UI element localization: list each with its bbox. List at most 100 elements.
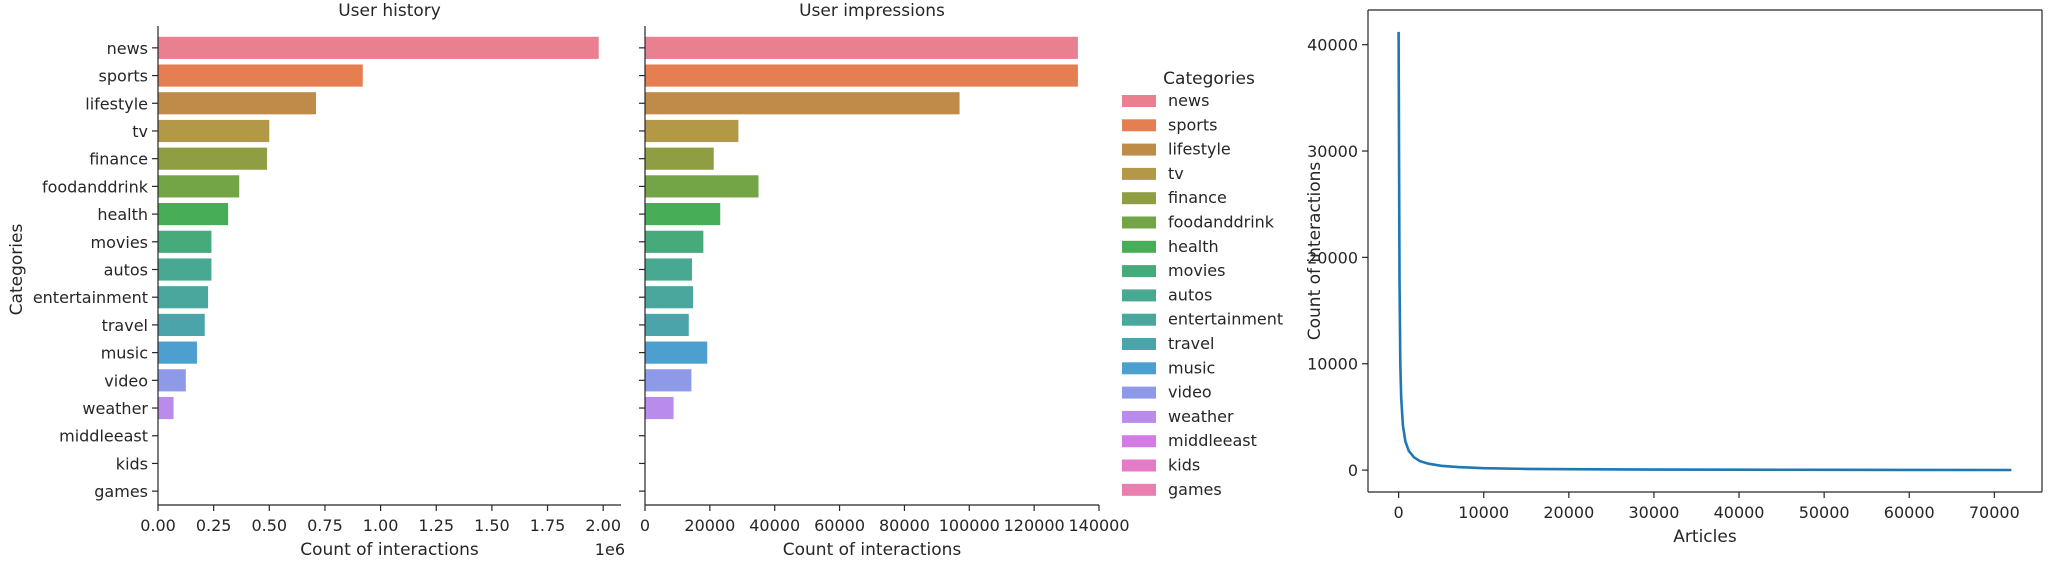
x-tick-label: 0 bbox=[640, 516, 650, 535]
x-tick-label: 2.00 bbox=[585, 516, 621, 535]
y-tick-label-video: video bbox=[104, 371, 148, 390]
x-tick-label: 0.25 bbox=[196, 516, 232, 535]
x-tick-label: 0 bbox=[1394, 503, 1404, 522]
bar-news bbox=[158, 36, 599, 59]
y-tick-label-entertainment: entertainment bbox=[33, 288, 148, 307]
bar-news bbox=[645, 36, 1078, 59]
legend-label-lifestyle: lifestyle bbox=[1168, 140, 1231, 159]
bar-entertainment bbox=[645, 286, 693, 309]
x-tick-label: 40000 bbox=[1714, 503, 1765, 522]
legend-label-autos: autos bbox=[1168, 285, 1212, 304]
user-history-panel: news sports lifestyle tv finance foodanddrink… bbox=[7, 1, 625, 560]
x-tick-label: 60000 bbox=[1884, 503, 1935, 522]
categories-legend: Categories news sports lifestyle tv finance fo… bbox=[1122, 69, 1283, 499]
legend-label-tv: tv bbox=[1168, 164, 1184, 183]
legend-swatch-movies bbox=[1122, 265, 1156, 278]
y-tick-label-autos: autos bbox=[104, 261, 148, 280]
legend-swatch-foodanddrink bbox=[1122, 216, 1156, 229]
bar-sports bbox=[158, 64, 363, 87]
x-tick-label: 30000 bbox=[1628, 503, 1679, 522]
panel-title: User history bbox=[338, 1, 441, 21]
bar-lifestyle bbox=[645, 92, 960, 115]
y-tick-label: 20000 bbox=[1307, 248, 1358, 267]
y-tick-label: 30000 bbox=[1307, 142, 1358, 161]
legend-swatch-kids bbox=[1122, 459, 1156, 472]
legend-swatch-autos bbox=[1122, 289, 1156, 302]
y-tick-label-finance: finance bbox=[89, 150, 148, 169]
legend-swatch-entertainment bbox=[1122, 313, 1156, 326]
legend-swatch-health bbox=[1122, 240, 1156, 253]
legend-swatch-finance bbox=[1122, 192, 1156, 205]
legend-label-video: video bbox=[1168, 383, 1212, 402]
legend-label-finance: finance bbox=[1168, 188, 1227, 207]
bar-weather bbox=[158, 396, 174, 420]
legend-swatch-games bbox=[1122, 483, 1156, 496]
bar-health bbox=[645, 203, 721, 226]
legend-swatch-travel bbox=[1122, 338, 1156, 350]
x-axis-title: Count of interactions bbox=[783, 540, 962, 560]
x-tick-label: 1.50 bbox=[474, 516, 510, 535]
bar-autos bbox=[645, 258, 693, 281]
legend-swatch-lifestyle bbox=[1122, 143, 1156, 156]
y-tick-label: 10000 bbox=[1307, 355, 1358, 374]
x-offset-text: 1e6 bbox=[595, 540, 625, 559]
legend-swatch-sports bbox=[1122, 119, 1156, 132]
x-tick-label: 1.25 bbox=[418, 516, 454, 535]
bar-entertainment bbox=[158, 286, 209, 309]
y-tick-label-health: health bbox=[97, 205, 148, 224]
bar-video bbox=[645, 369, 692, 392]
legend-label-weather: weather bbox=[1168, 407, 1234, 426]
bar-tv bbox=[158, 119, 270, 143]
y-tick-label-travel: travel bbox=[102, 316, 148, 335]
x-tick-label: 1.00 bbox=[363, 516, 399, 535]
y-tick-label-games: games bbox=[94, 482, 148, 501]
legend-swatch-video bbox=[1122, 386, 1156, 399]
y-tick-label-lifestyle: lifestyle bbox=[85, 94, 148, 113]
legend-swatch-music bbox=[1122, 362, 1156, 375]
legend-label-sports: sports bbox=[1168, 115, 1217, 134]
legend-label-health: health bbox=[1168, 237, 1219, 256]
bar-travel bbox=[158, 313, 205, 336]
y-tick-label-tv: tv bbox=[132, 122, 148, 141]
legend-swatch-middleeast bbox=[1122, 435, 1156, 448]
legend-title: Categories bbox=[1163, 69, 1255, 89]
bar-movies bbox=[645, 230, 704, 253]
x-tick-label: 0.00 bbox=[140, 516, 176, 535]
user-impressions-panel: 0 20000 40000 60000 80000 100000 120000 140000 U… bbox=[639, 1, 1130, 560]
legend-label-middleeast: middleeast bbox=[1168, 431, 1257, 450]
y-tick-label-weather: weather bbox=[82, 399, 148, 418]
y-tick-label: 40000 bbox=[1307, 36, 1358, 55]
bar-tv bbox=[645, 119, 739, 143]
y-tick-label-foodanddrink: foodanddrink bbox=[42, 177, 149, 196]
bar-foodanddrink bbox=[158, 175, 240, 198]
y-axis-title: Count of interactions bbox=[1305, 162, 1325, 341]
x-tick-label: 50000 bbox=[1799, 503, 1850, 522]
legend-label-entertainment: entertainment bbox=[1168, 310, 1283, 329]
series-line bbox=[1397, 31, 2012, 472]
legend-label-games: games bbox=[1168, 480, 1222, 499]
bar-foodanddrink bbox=[645, 175, 759, 198]
y-tick-label-kids: kids bbox=[116, 454, 148, 473]
bar-music bbox=[158, 341, 197, 364]
y-axis-title: Categories bbox=[7, 224, 27, 316]
bar-health bbox=[158, 203, 229, 226]
x-tick-label: 20000 bbox=[684, 516, 735, 535]
legend-label-travel: travel bbox=[1168, 334, 1214, 353]
x-tick-label: 120000 bbox=[1004, 516, 1065, 535]
x-tick-label: 60000 bbox=[814, 516, 865, 535]
y-tick-label-middleeast: middleeast bbox=[59, 427, 148, 446]
bar-finance bbox=[158, 147, 268, 170]
legend-label-music: music bbox=[1168, 358, 1215, 377]
x-tick-label: 100000 bbox=[939, 516, 1000, 535]
bar-travel bbox=[645, 313, 689, 336]
legend-label-kids: kids bbox=[1168, 456, 1200, 475]
x-tick-label: 0.50 bbox=[251, 516, 287, 535]
bar-autos bbox=[158, 258, 212, 281]
y-tick-label-music: music bbox=[101, 344, 148, 363]
y-tick-label-news: news bbox=[107, 39, 148, 58]
x-tick-label: 140000 bbox=[1068, 516, 1129, 535]
x-tick-label: 0.75 bbox=[307, 516, 343, 535]
x-tick-label: 20000 bbox=[1543, 503, 1594, 522]
legend-label-movies: movies bbox=[1168, 261, 1225, 280]
